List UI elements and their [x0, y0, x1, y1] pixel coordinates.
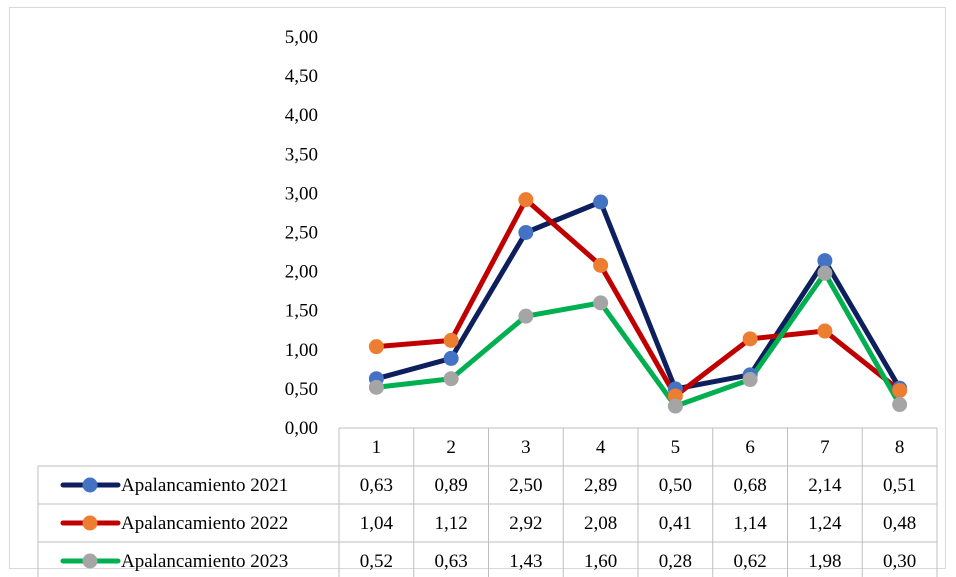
data-point — [443, 350, 459, 366]
series-name: Apalancamiento 2021 — [121, 475, 288, 496]
data-table-cell: 0,41 — [659, 513, 692, 534]
y-tick-label: 4,00 — [285, 105, 318, 126]
data-table-cell: 2,92 — [509, 513, 542, 534]
series-line — [373, 270, 903, 409]
data-point — [443, 332, 459, 348]
data-table-cell: 1,43 — [509, 551, 542, 572]
y-tick-label: 0,00 — [285, 418, 318, 439]
legend-key-marker — [82, 553, 98, 569]
series-line — [373, 197, 903, 399]
series-line — [373, 199, 903, 392]
y-tick-label: 1,00 — [285, 340, 318, 361]
data-point — [518, 225, 534, 240]
data-table-cell: 1,14 — [734, 513, 768, 534]
data-point — [593, 194, 609, 210]
y-tick-label: 5,00 — [285, 27, 318, 48]
y-tick-label: 2,00 — [285, 262, 318, 283]
data-table-cell: 0,28 — [659, 551, 692, 572]
y-tick-label: 0,50 — [285, 379, 318, 400]
data-point — [368, 379, 384, 395]
data-point — [368, 339, 384, 355]
data-point — [817, 323, 833, 339]
data-table-cell: 0,89 — [435, 475, 468, 496]
x-category-label: 6 — [745, 437, 755, 458]
data-point — [742, 372, 758, 388]
data-table-cell: 1,60 — [584, 551, 617, 572]
x-category-label: 3 — [521, 437, 531, 458]
data-table-cell: 2,89 — [584, 475, 617, 496]
x-category-label: 1 — [372, 437, 382, 458]
y-tick-label: 1,50 — [285, 301, 318, 322]
data-point — [518, 308, 534, 324]
data-table-cell: 0,62 — [734, 551, 767, 572]
data-point — [667, 398, 683, 414]
data-table-cell: 0,63 — [435, 551, 468, 572]
x-category-label: 4 — [596, 437, 606, 458]
x-category-label: 7 — [820, 437, 830, 458]
data-point — [443, 371, 459, 387]
data-point — [817, 265, 833, 281]
data-point — [892, 382, 908, 398]
series-name: Apalancamiento 2023 — [121, 551, 288, 572]
data-table-cell: 1,04 — [360, 513, 394, 534]
y-tick-label: 3,50 — [285, 144, 318, 165]
data-point — [518, 192, 534, 208]
x-category-label: 8 — [895, 437, 905, 458]
series-name: Apalancamiento 2022 — [121, 513, 288, 534]
data-table-cell: 1,12 — [435, 513, 468, 534]
data-table-cell: 2,50 — [509, 475, 542, 496]
data-table-cell: 2,08 — [584, 513, 617, 534]
y-tick-label: 3,00 — [285, 183, 318, 204]
data-point — [817, 253, 833, 269]
data-table-cell: 0,52 — [360, 551, 393, 572]
data-table-cell: 0,63 — [360, 475, 393, 496]
legend-key-marker — [82, 515, 98, 531]
data-table-cell: 0,48 — [883, 513, 916, 534]
data-point — [593, 257, 609, 273]
data-point — [742, 331, 758, 347]
data-point — [892, 397, 908, 413]
data-table-cell: 2,14 — [808, 475, 842, 496]
data-table-cell: 1,98 — [808, 551, 841, 572]
data-table-cell: 0,68 — [734, 475, 767, 496]
data-table-cell: 1,24 — [808, 513, 842, 534]
x-category-label: 5 — [671, 437, 681, 458]
y-tick-label: 4,50 — [285, 66, 318, 87]
y-tick-label: 2,50 — [285, 223, 318, 244]
data-table-cell: 0,50 — [659, 475, 692, 496]
data-table-cell: 0,51 — [883, 475, 916, 496]
data-table-cell: 0,30 — [883, 551, 916, 572]
x-category-label: 2 — [446, 437, 456, 458]
data-point — [593, 295, 609, 311]
legend-key-marker — [82, 477, 98, 493]
